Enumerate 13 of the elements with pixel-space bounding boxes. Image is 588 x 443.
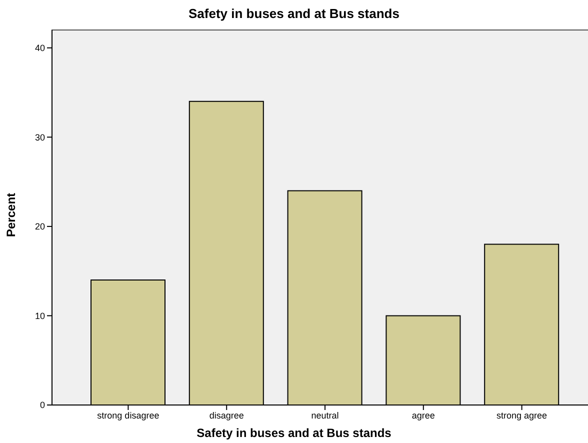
y-tick-label: 30 (34, 132, 45, 142)
x-tick-label: strong agree (496, 410, 548, 420)
x-tick-label: disagree (209, 410, 244, 420)
x-tick-label: agree (412, 410, 435, 420)
x-tick-label: strong disagree (97, 410, 160, 420)
chart-title: Safety in buses and at Bus stands (188, 6, 400, 21)
y-tick-label: 10 (34, 310, 45, 321)
y-tick-label: 20 (34, 222, 45, 232)
y-tick-label: 0 (40, 400, 45, 410)
x-axis-title: Safety in buses and at Bus stands (196, 426, 392, 440)
x-tick-label: neutral (311, 410, 339, 420)
y-tick-label: 40 (34, 43, 45, 54)
y-axis-title: Percent (4, 192, 18, 237)
